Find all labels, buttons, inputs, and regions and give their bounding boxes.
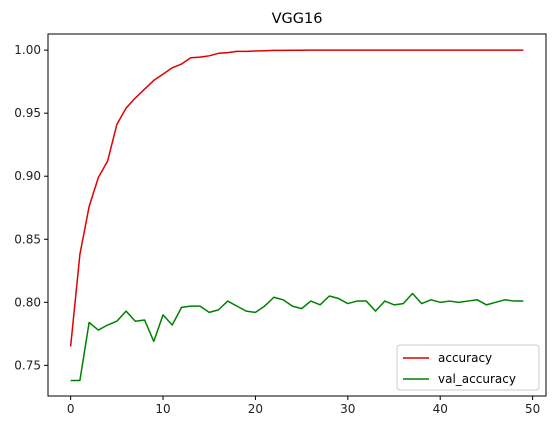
plot-frame: [47, 33, 547, 397]
legend-box: [396, 344, 540, 391]
y-tick-label: 0.85: [14, 232, 41, 246]
x-tick-label: 30: [340, 402, 355, 416]
y-tick-label: 0.95: [14, 106, 41, 120]
y-tick-label: 0.75: [14, 358, 41, 372]
y-tick-label: 0.90: [14, 169, 41, 183]
x-tick-label: 10: [155, 402, 170, 416]
legend-label-val-accuracy: val_accuracy: [438, 372, 516, 386]
legend-label-accuracy: accuracy: [438, 351, 492, 365]
x-tick-label: 20: [248, 402, 263, 416]
x-tick-label: 50: [525, 402, 540, 416]
plot-area: 0 10 20 30 40 50 0.75 0.80 0.85 0.90 0.95 1.00: [14, 33, 547, 416]
series-lines: [69, 49, 524, 382]
y-tick-label: 0.80: [14, 295, 41, 309]
legend: accuracy val_accuracy: [396, 344, 540, 391]
x-tick-label: 0: [67, 402, 75, 416]
axis-ticks: 0 10 20 30 40 50 0.75 0.80 0.85 0.90 0.95 1.00: [14, 43, 540, 416]
series-line-val-accuracy: [70, 292, 524, 382]
y-tick-label: 1.00: [14, 43, 41, 57]
series-line-accuracy: [69, 49, 524, 347]
x-tick-label: 40: [433, 402, 448, 416]
chart-title: VGG16: [272, 11, 323, 27]
